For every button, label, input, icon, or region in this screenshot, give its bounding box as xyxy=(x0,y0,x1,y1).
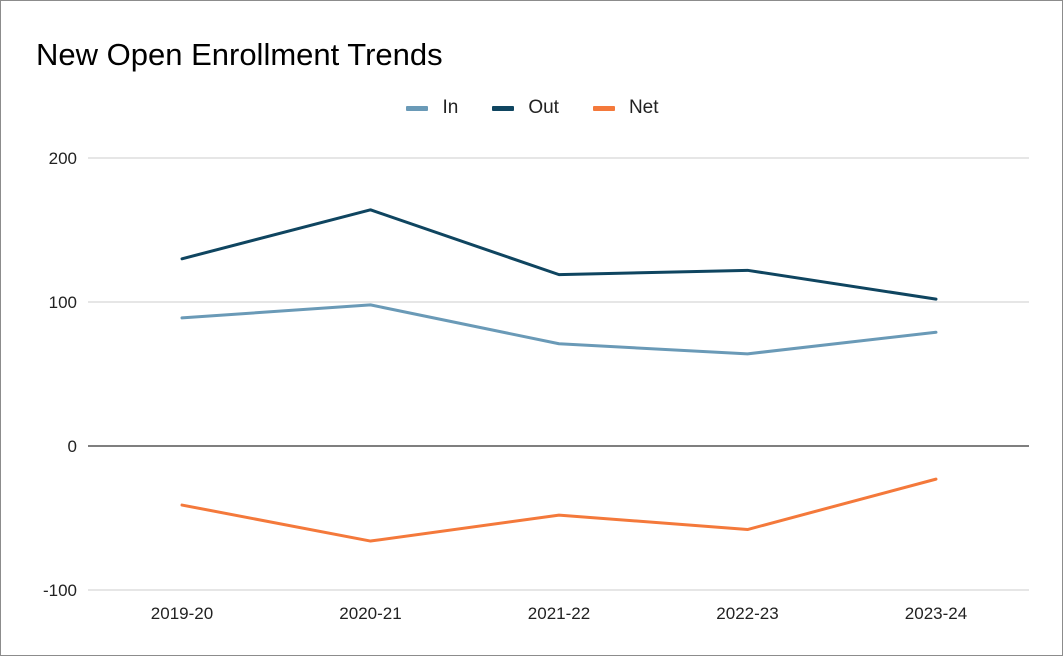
legend-swatch-out xyxy=(492,105,515,111)
series-line-in xyxy=(180,303,938,356)
legend-label-net: Net xyxy=(628,97,659,118)
chart-legend: In Out Net xyxy=(1,97,1063,119)
series-lines xyxy=(180,208,938,543)
legend-label-in: In xyxy=(442,97,459,118)
x-tick-label: 2022-23 xyxy=(716,604,778,623)
legend-item-out: Out xyxy=(492,97,559,119)
x-axis-ticks: 2019-20 2020-21 2021-22 2022-23 2023-24 xyxy=(151,604,967,623)
legend-item-in: In xyxy=(406,97,458,119)
series-line-out xyxy=(180,208,938,301)
y-tick-label: 200 xyxy=(49,149,77,168)
y-tick-label: -100 xyxy=(43,581,77,600)
x-tick-label: 2020-21 xyxy=(339,604,401,623)
legend-swatch-in xyxy=(406,105,429,111)
chart-title: New Open Enrollment Trends xyxy=(36,37,443,72)
x-tick-label: 2023-24 xyxy=(905,604,967,623)
y-tick-label: 0 xyxy=(68,437,77,456)
gridlines xyxy=(88,157,1029,591)
y-tick-label: 100 xyxy=(49,293,77,312)
legend-item-net: Net xyxy=(592,97,659,119)
x-tick-label: 2021-22 xyxy=(528,604,590,623)
series-line-net xyxy=(180,477,938,543)
legend-swatch-net xyxy=(592,105,615,111)
y-axis-ticks: -100 0 100 200 xyxy=(43,149,77,600)
x-tick-label: 2019-20 xyxy=(151,604,213,623)
legend-label-out: Out xyxy=(528,97,559,118)
